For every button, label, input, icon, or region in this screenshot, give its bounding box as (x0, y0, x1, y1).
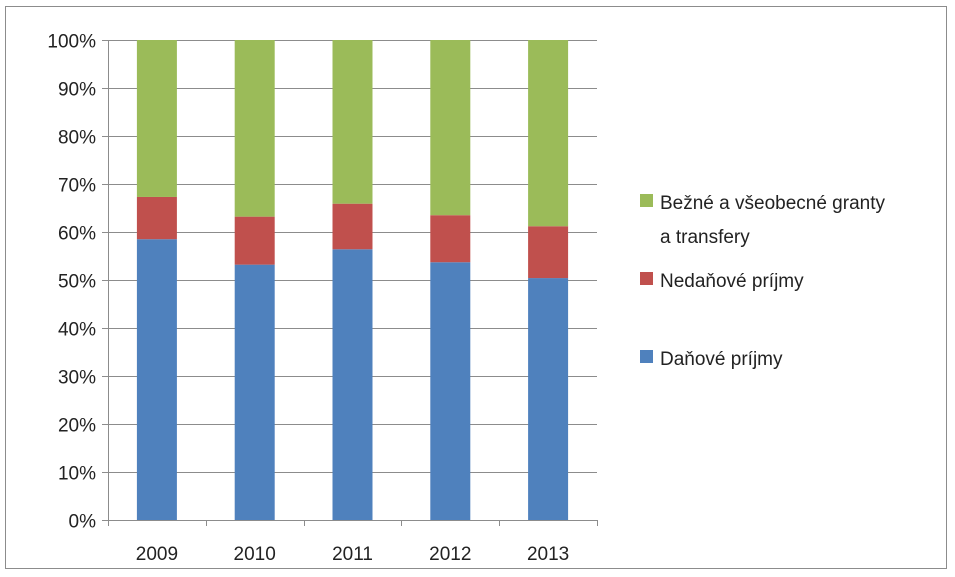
bar-segment (528, 40, 569, 227)
y-tick-label: 80% (58, 128, 96, 149)
y-axis: 0% 10% 20% 30% 40% 50% 60% 70% 80% 90% 100% (47, 32, 109, 533)
x-tick-label: 2009 (136, 544, 178, 565)
y-tick-label: 40% (58, 320, 96, 341)
legend: Bežné a všeobecné granty a transfery Nedaň… (640, 193, 885, 370)
y-tick-label: 60% (58, 224, 96, 245)
bar-segment (136, 196, 177, 240)
bar-segment (234, 264, 275, 520)
bar-stack (332, 40, 373, 520)
y-tick-label: 0% (69, 512, 97, 533)
legend-label: Nedaňové príjmy (660, 271, 804, 292)
y-tick-label: 100% (47, 32, 96, 53)
bar-segment (136, 40, 177, 197)
bar-segment (430, 40, 471, 216)
legend-swatch (640, 350, 653, 363)
bar-segment (136, 239, 177, 520)
bar-stack (234, 40, 275, 520)
bar-segment (234, 40, 275, 217)
x-tick-label: 2013 (527, 544, 569, 565)
bars (136, 40, 569, 520)
legend-swatch (640, 194, 653, 207)
bar-segment (332, 249, 373, 520)
bar-segment (234, 216, 275, 265)
bar-segment (332, 203, 373, 250)
bar-segment (430, 215, 471, 263)
bar-segment (430, 262, 471, 520)
bar-segment (332, 40, 373, 204)
legend-label: Bežné a všeobecné granty (660, 193, 885, 214)
y-tick-label: 90% (58, 80, 96, 101)
legend-label: a transfery (660, 227, 750, 248)
bar-stack (430, 40, 471, 520)
legend-swatch (640, 272, 653, 285)
y-tick-label: 10% (58, 464, 96, 485)
x-tick-label: 2010 (234, 544, 276, 565)
bar-segment (528, 278, 569, 520)
y-tick-label: 20% (58, 416, 96, 437)
bar-stack (528, 40, 569, 520)
legend-item: Bežné a všeobecné granty a transfery (640, 193, 885, 248)
x-tick-label: 2011 (332, 544, 373, 565)
legend-item: Daňové príjmy (640, 349, 783, 370)
y-tick-label: 30% (58, 368, 96, 389)
bar-stack (136, 40, 177, 520)
x-tick-label: 2012 (429, 544, 471, 565)
y-tick-label: 70% (58, 176, 96, 197)
bar-segment (528, 226, 569, 279)
x-axis: 2009 2010 2011 2012 2013 (108, 520, 598, 565)
legend-label: Daňové príjmy (660, 349, 783, 370)
y-tick-label: 50% (58, 272, 96, 293)
legend-item: Nedaňové príjmy (640, 271, 804, 292)
